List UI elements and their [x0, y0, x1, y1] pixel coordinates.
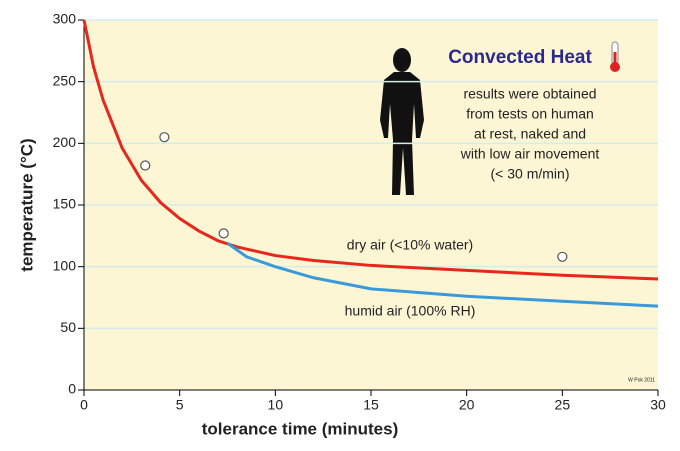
series-label: humid air (100% RH)	[345, 303, 476, 319]
data-point	[557, 251, 568, 262]
y-tick-label: 100	[53, 257, 77, 273]
x-axis-label: tolerance time (minutes)	[202, 419, 399, 438]
y-tick-label: 250	[53, 72, 77, 88]
series-label: dry air (<10% water)	[347, 237, 473, 253]
y-tick-label: 50	[60, 319, 76, 335]
series-line	[82, 19, 659, 281]
annotation-line: results were obtained	[463, 86, 596, 102]
x-tick-label: 10	[268, 397, 284, 413]
annotation-line: (< 30 m/min)	[491, 166, 570, 182]
x-tick-label: 20	[459, 397, 475, 413]
data-point	[140, 160, 151, 171]
annotation-line: with low air movement	[460, 146, 600, 162]
credit: W Pok 2011	[628, 377, 655, 383]
y-tick-label: 150	[53, 196, 77, 212]
y-tick-label: 300	[53, 11, 77, 27]
x-tick-label: 30	[650, 397, 666, 413]
thermometer-icon	[610, 41, 620, 72]
y-axis-label: temperature (°C)	[17, 138, 36, 271]
y-tick-label: 0	[68, 381, 76, 397]
series-line	[226, 242, 659, 308]
y-tick-label: 200	[53, 134, 77, 150]
data-point	[159, 132, 170, 143]
x-tick-label: 25	[555, 397, 571, 413]
x-tick-label: 15	[363, 397, 379, 413]
x-tick-label: 0	[80, 397, 88, 413]
annotation-title: Convected Heat	[448, 47, 592, 68]
human-silhouette	[380, 48, 424, 195]
annotation-line: from tests on human	[466, 106, 594, 122]
data-point	[218, 228, 229, 239]
x-tick-label: 5	[176, 397, 184, 413]
annotation-line: at rest, naked and	[474, 126, 586, 142]
